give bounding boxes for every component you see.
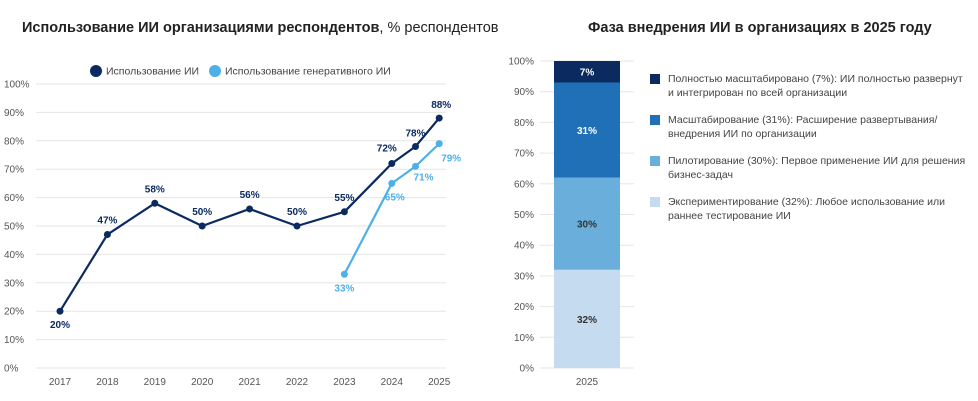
bar-segment-pilot-label: 30%	[577, 220, 597, 231]
data-label-ai: 50%	[287, 207, 307, 218]
series-line-ai	[59, 117, 441, 312]
left-chart-title-main: Использование ИИ организациями респонден…	[22, 20, 380, 36]
bar-segment-experimentation-label: 32%	[577, 315, 597, 326]
line-x-tick: 2021	[238, 377, 261, 388]
bar-y-tick: 40%	[514, 241, 534, 252]
point-ai	[412, 142, 419, 150]
line-y-tick: 30%	[4, 278, 24, 289]
data-label-ai: 78%	[405, 128, 425, 139]
bar-y-tick: 80%	[514, 118, 534, 129]
line-y-tick: 50%	[4, 222, 24, 233]
point-genai	[388, 179, 396, 187]
legend-marker-ai	[90, 65, 102, 77]
bar-segment-scaling	[554, 82, 620, 178]
left-chart-title: Использование ИИ организациями респонден…	[22, 20, 498, 36]
line-y-tick: 100%	[4, 80, 30, 91]
point-ai	[151, 199, 159, 207]
bar-y-tick: 0%	[520, 364, 535, 375]
bar-y-tick: 10%	[514, 333, 534, 344]
bar-y-tick: 50%	[514, 210, 534, 221]
data-label-genai: 71%	[413, 172, 433, 183]
data-label-ai: 55%	[334, 193, 354, 204]
stack-legend: Полностью масштабировано (7%): ИИ полнос…	[650, 72, 970, 236]
left-chart-title-suffix: , % респондентов	[379, 20, 499, 36]
stack-legend-swatch-exp	[650, 197, 660, 207]
bar-y-tick: 90%	[514, 87, 534, 98]
stack-legend-item-pilot: Пилотирование (30%): Первое применение И…	[650, 154, 970, 182]
data-label-genai: 79%	[441, 154, 461, 165]
line-y-tick: 20%	[4, 307, 24, 318]
bar-segment-pilot	[554, 177, 620, 270]
data-label-ai: 58%	[145, 184, 165, 195]
line-y-tick: 70%	[4, 165, 24, 176]
point-ai	[103, 231, 111, 239]
line-x-tick: 2019	[144, 377, 167, 388]
data-label-genai: 65%	[385, 192, 405, 203]
line-x-tick: 2022	[286, 377, 309, 388]
line-y-tick: 80%	[4, 136, 24, 147]
legend-label-genai: Использование генеративного ИИ	[225, 66, 391, 78]
point-genai	[412, 162, 419, 170]
line-x-tick: 2018	[96, 377, 119, 388]
bar-segment-experimentation	[554, 269, 620, 368]
stack-legend-label-full: Полностью масштабировано (7%): ИИ полнос…	[668, 73, 963, 99]
stack-legend-item-exp: Экспериментирование (32%): Любое использ…	[650, 195, 970, 223]
legend-label-ai: Использование ИИ	[106, 66, 199, 78]
point-genai	[340, 270, 348, 278]
stack-legend-swatch-scale	[650, 115, 660, 125]
line-x-tick: 2023	[333, 377, 356, 388]
stack-legend-label-pilot: Пилотирование (30%): Первое применение И…	[668, 155, 966, 181]
bar-x-tick: 2025	[576, 377, 599, 388]
data-label-genai: 33%	[334, 283, 354, 294]
line-x-tick: 2020	[191, 377, 214, 388]
stack-legend-label-exp: Экспериментирование (32%): Любое использ…	[668, 196, 946, 222]
bar-y-tick: 60%	[514, 179, 534, 190]
line-y-tick: 10%	[4, 335, 24, 346]
point-ai	[293, 222, 301, 230]
point-ai	[198, 222, 206, 230]
point-ai	[56, 307, 64, 315]
point-ai	[340, 208, 348, 216]
stack-legend-swatch-full	[650, 74, 660, 84]
line-x-tick: 2024	[381, 377, 404, 388]
data-label-ai: 50%	[192, 207, 212, 218]
line-y-tick: 60%	[4, 193, 24, 204]
line-y-tick: 40%	[4, 250, 24, 261]
bar-segment-full-label: 7%	[580, 68, 595, 79]
line-x-tick: 2017	[49, 377, 72, 388]
bar-y-tick: 20%	[514, 302, 534, 313]
point-ai	[388, 160, 396, 168]
data-label-ai: 88%	[431, 100, 451, 111]
point-ai	[435, 114, 443, 122]
bar-y-tick: 30%	[514, 271, 534, 282]
data-label-ai: 72%	[377, 144, 397, 155]
series-line-genai	[343, 142, 440, 275]
bar-y-tick: 70%	[514, 149, 534, 160]
data-label-ai: 47%	[97, 216, 117, 227]
line-y-tick: 0%	[4, 364, 19, 375]
stack-legend-item-full: Полностью масштабировано (7%): ИИ полнос…	[650, 72, 970, 100]
stack-legend-swatch-pilot	[650, 156, 660, 166]
bar-segment-scaling-label: 31%	[577, 126, 597, 137]
point-ai	[246, 205, 254, 213]
line-y-tick: 90%	[4, 108, 24, 119]
bar-segment-full	[554, 61, 620, 83]
line-x-tick: 2025	[428, 377, 451, 388]
stack-legend-label-scale: Масштабирование (31%): Расширение развер…	[668, 114, 938, 140]
bar-y-tick: 100%	[508, 57, 534, 68]
right-chart-title: Фаза внедрения ИИ в организациях в 2025 …	[588, 20, 932, 36]
legend-marker-genai	[209, 65, 221, 77]
point-genai	[435, 140, 443, 148]
data-label-ai: 20%	[50, 320, 70, 331]
stack-legend-item-scale: Масштабирование (31%): Расширение развер…	[650, 113, 970, 141]
data-label-ai: 56%	[240, 190, 260, 201]
